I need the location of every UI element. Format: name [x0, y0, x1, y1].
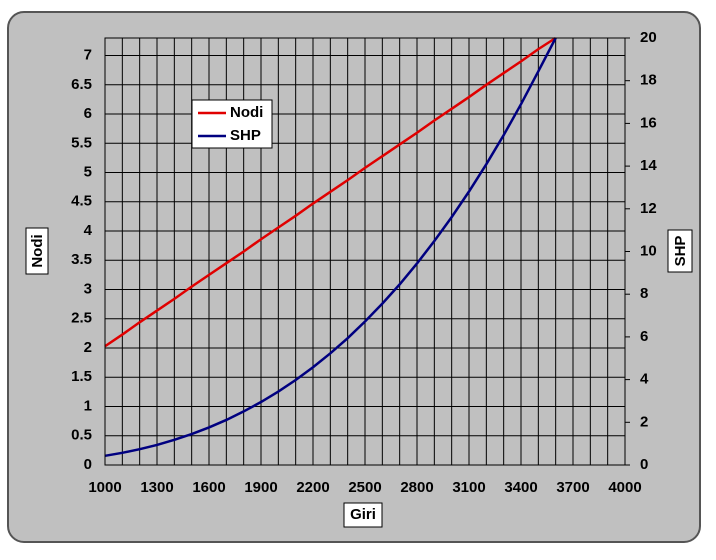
y-tick-label: 5 [84, 164, 92, 181]
y-tick-label: 4.5 [71, 193, 92, 210]
y-tick-label: 1 [84, 397, 92, 414]
y2-tick-label: 8 [640, 285, 648, 302]
y-tick-label: 7 [84, 47, 92, 64]
y-tick-label: 3 [84, 280, 92, 297]
y-tick-label: 6.5 [71, 76, 92, 93]
y2-tick-label: 4 [640, 371, 649, 388]
y2-label-box [667, 229, 693, 273]
y-tick-label: 2.5 [71, 310, 92, 327]
series-line [104, 37, 557, 458]
x-tick-label: 2500 [348, 479, 381, 496]
x-tick-label: 4000 [608, 479, 641, 496]
series-line [104, 36, 557, 348]
y-tick-label: 3.5 [71, 251, 92, 268]
y-tick-label: 6 [84, 105, 92, 122]
x-tick-label: 1000 [88, 479, 121, 496]
y-label-box [25, 227, 49, 275]
y2-tick-label: 10 [640, 242, 657, 259]
x-axis-label: Giri [350, 506, 376, 523]
y-tick-label: 0.5 [71, 427, 92, 444]
legend [191, 99, 273, 149]
y2-tick-label: 2 [640, 413, 648, 430]
y-tick-label: 4 [84, 222, 93, 239]
y2-tick-label: 6 [640, 328, 648, 345]
y2-axis-label: SHP [672, 236, 689, 267]
x-tick-label: 3700 [556, 479, 589, 496]
y-axis-label: Nodi [29, 234, 46, 267]
y2-tick-label: 20 [640, 29, 657, 46]
x-tick-label: 2200 [296, 479, 329, 496]
x-tick-label: 2800 [400, 479, 433, 496]
y-tick-label: 1.5 [71, 368, 92, 385]
legend-label: SHP [230, 127, 261, 144]
x-tick-label: 1300 [140, 479, 173, 496]
y2-tick-label: 18 [640, 72, 657, 89]
y-tick-label: 2 [84, 339, 92, 356]
legend-label: Nodi [230, 104, 263, 121]
y-tick-label: 0 [84, 456, 92, 473]
y2-tick-label: 0 [640, 456, 648, 473]
y2-tick-label: 16 [640, 114, 657, 131]
x-tick-label: 1600 [192, 479, 225, 496]
x-label-box [343, 502, 383, 528]
x-tick-label: 3400 [504, 479, 537, 496]
y2-tick-label: 12 [640, 200, 657, 217]
x-tick-label: 1900 [244, 479, 277, 496]
y2-tick-label: 14 [640, 157, 657, 174]
y-tick-label: 5.5 [71, 134, 92, 151]
x-tick-label: 3100 [452, 479, 485, 496]
